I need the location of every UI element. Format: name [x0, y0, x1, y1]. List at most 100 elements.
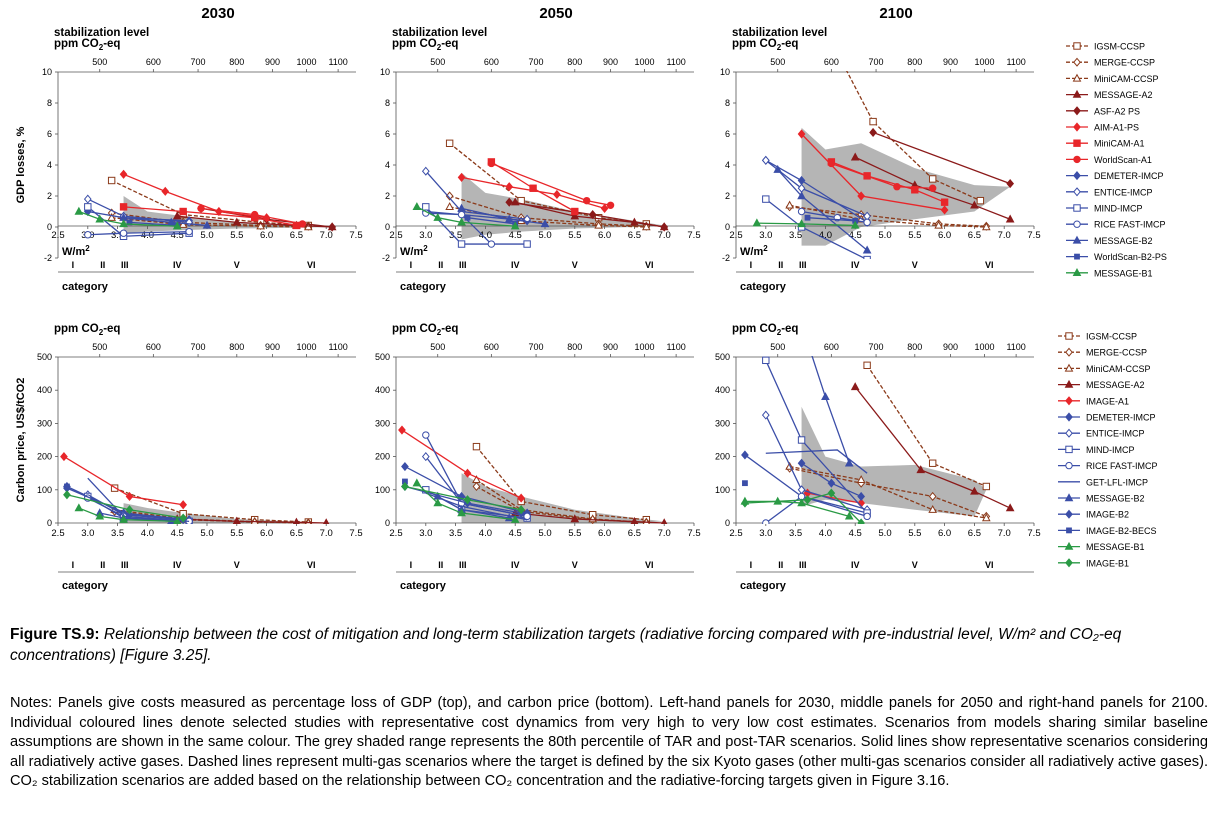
x-axis-tick-label: 7.0	[998, 528, 1011, 539]
top-axis-tick-label: 1100	[1006, 57, 1025, 67]
series-point	[60, 452, 68, 462]
series-line-igsm-ccsp	[114, 487, 309, 523]
x-axis-tick-label: 5.0	[200, 230, 213, 241]
series-line-minicam-ccsp	[111, 217, 309, 228]
category-tick-label: II	[438, 260, 443, 270]
series-point	[197, 204, 205, 213]
legend-item: ASF-A2 PS	[1066, 106, 1140, 116]
x-axis-tick-label: 4.0	[479, 230, 492, 241]
x-axis-tick-label: 5.0	[878, 528, 891, 539]
category-tick-label: III	[121, 560, 129, 570]
top-axis-tick-label: 700	[191, 57, 206, 67]
x-axis-tick-label: 2.5	[729, 230, 742, 241]
legend-item: RICE FAST-IMCP	[1066, 220, 1166, 230]
x-axis-tick-label: 7.5	[349, 528, 362, 539]
ppm-axis-label: ppm CO2-eq	[732, 38, 798, 52]
top-axis-tick-label: 1100	[666, 57, 685, 67]
series-point	[119, 203, 128, 211]
series-line-minicam-ccsp	[789, 465, 987, 519]
figure-notes: Notes: Panels give costs measured as per…	[10, 695, 1208, 789]
legend-item: DEMETER-IMCP	[1066, 171, 1164, 181]
series-group	[398, 425, 668, 524]
x-axis-tick-label: 7.5	[687, 528, 700, 539]
series-point	[398, 425, 406, 435]
legend-marker	[1073, 171, 1081, 181]
series-point	[445, 202, 454, 211]
series-point	[797, 436, 806, 444]
x-axis-tick-label: 4.5	[849, 528, 862, 539]
series-line-aim-a1-ps	[123, 173, 267, 219]
series-point	[660, 222, 669, 232]
legend-item: MESSAGE-B1	[1066, 268, 1153, 278]
x-axis-tick-label: 3.5	[449, 528, 462, 539]
y-axis-tick-label: 4	[385, 160, 390, 170]
legend-item: IGSM-CCSP	[1066, 42, 1145, 52]
series-line-message-a2	[854, 386, 1011, 509]
series-point	[161, 186, 170, 196]
legend-marker	[1072, 268, 1082, 276]
legend-gdp: IGSM-CCSP MERGE-CCSP MiniCAM-CCSP MESSAGE-A…	[1066, 42, 1167, 278]
series-point	[821, 392, 830, 401]
category-tick-label: III	[799, 260, 807, 270]
wm2-axis-label: W/m2	[62, 244, 90, 258]
y-axis-tick-label: -2	[382, 253, 390, 263]
y-axis-tick-label: 300	[37, 418, 52, 428]
legend-label: AIM-A1-PS	[1094, 123, 1139, 133]
series-line-merge-ccsp	[789, 467, 987, 517]
y-axis-tick-label: 400	[715, 385, 730, 395]
series-point	[421, 452, 430, 462]
x-axis-tick-label: 5.5	[568, 230, 581, 241]
y-axis-tick-label: 10	[42, 67, 52, 77]
x-axis-tick-label: 2.5	[389, 230, 402, 241]
series-point	[844, 511, 854, 520]
x-axis-tick-label: 4.5	[849, 230, 862, 241]
series-point	[179, 500, 188, 510]
legend-item: IMAGE-B2-BECS	[1058, 526, 1157, 536]
x-axis-tick-label: 2.5	[51, 230, 64, 241]
series-point	[457, 203, 466, 212]
series-point	[798, 320, 805, 326]
x-axis-tick-label: 6.5	[968, 230, 981, 241]
legend-item: ENTICE-IMCP	[1058, 428, 1145, 439]
series-point	[83, 194, 92, 204]
series-point	[401, 461, 409, 472]
series-point	[630, 516, 639, 524]
top-axis-tick-label: 700	[529, 342, 544, 352]
series-point	[916, 465, 926, 474]
ppm-axis-label: ppm CO2-eq	[732, 323, 798, 337]
wm2-axis-label: W/m2	[400, 244, 428, 258]
series-point	[401, 481, 409, 492]
series-line-worldscan-b2-ps	[807, 217, 856, 222]
x-axis-tick-label: 6.0	[938, 230, 951, 241]
x-axis-tick-label: 5.0	[200, 528, 213, 539]
top-axis-tick-label: 1100	[328, 342, 347, 352]
series-point	[64, 483, 70, 490]
x-axis-tick-label: 6.5	[628, 230, 641, 241]
legend-item: RICE FAST-IMCP	[1058, 461, 1158, 471]
legend-item: MIND-IMCP	[1058, 445, 1135, 455]
y-axis-tick-label: 200	[375, 452, 390, 462]
top-axis-tick-label: 900	[943, 342, 958, 352]
series-line-image-b1	[744, 492, 862, 524]
x-axis-tick-label: 3.0	[759, 230, 772, 241]
series-point	[827, 159, 836, 168]
y-axis-tick-label: 500	[375, 352, 390, 362]
category-tick-label: I	[750, 260, 753, 270]
series-point	[463, 468, 472, 478]
top-axis-tick-label: 500	[430, 342, 445, 352]
series-point	[250, 210, 259, 219]
series-point	[504, 214, 514, 223]
legend-price: IGSM-CCSP MERGE-CCSP MiniCAM-CCSP MESSAGE-A…	[1058, 332, 1158, 568]
y-axis-tick-label: 0	[385, 518, 390, 528]
stabilization-level-label: stabilization level	[732, 27, 827, 39]
series-line-igsm-ccsp	[846, 71, 981, 202]
series-point	[742, 480, 748, 487]
legend-item: IMAGE-A1	[1058, 396, 1129, 406]
legend-label: RICE FAST-IMCP	[1094, 220, 1166, 230]
figure-caption: Figure TS.9: Relationship between the co…	[10, 624, 1208, 666]
series-point	[857, 518, 866, 524]
category-tick-label: II	[100, 560, 105, 570]
series-point	[421, 166, 430, 176]
series-point	[445, 139, 454, 148]
